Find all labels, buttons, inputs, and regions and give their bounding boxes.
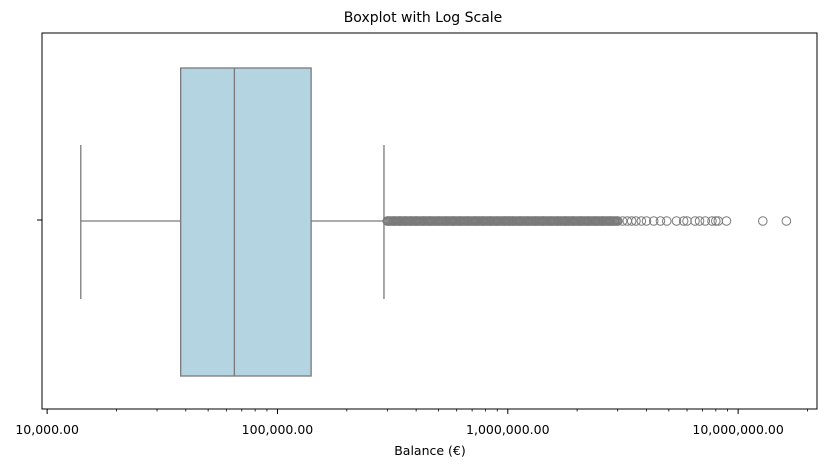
- outlier-point: [462, 216, 473, 226]
- outlier-point: [492, 216, 503, 226]
- outlier-points: [382, 216, 792, 226]
- outlier-point: [690, 216, 700, 226]
- outlier-point: [395, 216, 405, 226]
- outlier-point: [707, 216, 717, 226]
- outlier-point: [636, 216, 647, 226]
- outlier-point: [568, 216, 578, 226]
- outlier-point: [631, 216, 641, 226]
- outlier-point: [781, 216, 792, 226]
- outlier-point: [522, 216, 533, 226]
- outlier-point: [418, 216, 429, 226]
- outlier-point: [612, 216, 623, 226]
- outlier-point: [478, 216, 488, 226]
- outlier-point: [553, 216, 563, 226]
- outlier-point: [400, 216, 411, 226]
- outlier-point: [700, 216, 711, 226]
- outlier-point: [448, 216, 459, 226]
- outlier-point: [507, 216, 518, 226]
- outlier-point: [583, 216, 593, 226]
- outlier-point: [641, 216, 652, 226]
- outlier-point: [382, 216, 393, 226]
- outlier-point: [682, 216, 692, 226]
- outlier-point: [721, 216, 732, 226]
- outlier-point: [406, 216, 416, 226]
- outlier-point: [626, 216, 637, 226]
- outlier-point: [515, 216, 525, 226]
- x-axis: 10,000.00 100,000.00 1,000,000.00 10,000,00…: [15, 409, 808, 437]
- iqr-box: [180, 67, 312, 377]
- outlier-point: [455, 216, 465, 226]
- x-tick-label: 10,000,000.00: [692, 422, 783, 437]
- outlier-point: [433, 216, 444, 226]
- x-tick-label: 100,000.00: [242, 422, 314, 437]
- outlier-point: [590, 216, 601, 226]
- outlier-point: [411, 216, 421, 226]
- chart-title: Boxplot with Log Scale: [344, 10, 503, 26]
- outlier-point: [655, 216, 666, 226]
- outlier-point: [711, 216, 721, 226]
- outlier-point: [389, 216, 399, 226]
- box-group: [80, 67, 385, 377]
- outlier-point: [499, 216, 510, 226]
- outlier-point: [694, 216, 705, 226]
- x-tick-label: 10,000.00: [15, 422, 79, 437]
- x-axis-label: Balance (€): [394, 443, 466, 458]
- outlier-point: [560, 216, 571, 226]
- outlier-point: [661, 216, 672, 226]
- plot-area-frame: [41, 32, 818, 410]
- outlier-point: [545, 216, 556, 226]
- outlier-point: [538, 216, 548, 226]
- outlier-point: [530, 216, 541, 226]
- outlier-point: [678, 216, 689, 226]
- outlier-point: [485, 216, 496, 226]
- outlier-point: [671, 216, 682, 226]
- outlier-point: [617, 216, 628, 226]
- outlier-point: [758, 216, 768, 226]
- outlier-point: [575, 216, 586, 226]
- outlier-point: [470, 216, 480, 226]
- outlier-point: [648, 216, 659, 226]
- outlier-point: [441, 216, 451, 226]
- outlier-point: [605, 216, 615, 226]
- outlier-point: [597, 216, 608, 226]
- x-tick-label: 1,000,000.00: [466, 422, 550, 437]
